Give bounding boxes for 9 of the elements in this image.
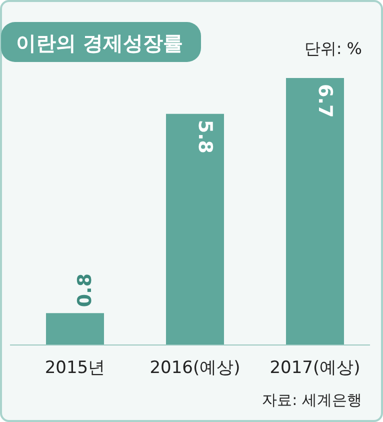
data-label: 5.8 (194, 120, 216, 154)
data-label: 6.7 (314, 84, 336, 118)
text: 단위: % (304, 39, 362, 58)
x-tick-label: 2015년 (44, 358, 106, 378)
text: 자료: 세계은행 (262, 391, 362, 409)
data-label: 0.8 (74, 273, 96, 308)
chart-title: 이란의 경제성장률 (16, 31, 183, 55)
x-tick-label: 2016(예상) (150, 358, 240, 378)
x-tick-label: 2017(예상) (270, 358, 360, 378)
